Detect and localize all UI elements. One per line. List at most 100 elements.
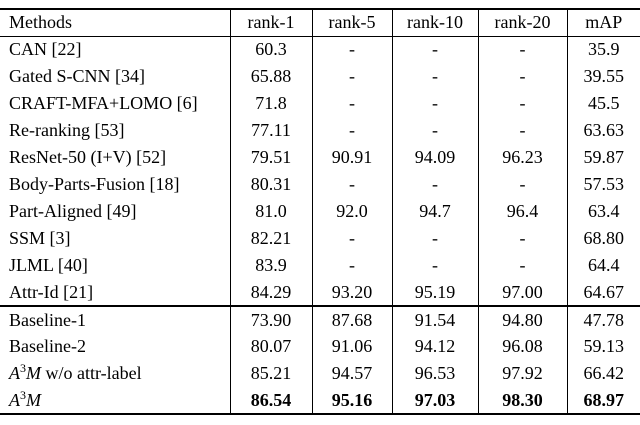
method-text-part: A	[9, 363, 20, 383]
value-cell: -	[477, 63, 567, 90]
table-row: Baseline-1 73.90 87.68 91.54 94.80 47.78	[0, 306, 640, 333]
method-text-part: w/o attr-label	[41, 363, 142, 383]
value-cell: 80.07	[229, 333, 312, 360]
value-cell: 64.67	[566, 279, 640, 306]
method-cell: Baseline-1	[9, 309, 86, 330]
column-header-rank-10: rank-10	[391, 9, 478, 36]
value-cell: 68.80	[566, 225, 640, 252]
value-cell: 97.00	[477, 279, 567, 306]
value-cell: 47.78	[566, 306, 640, 333]
method-cell: A3M	[0, 387, 230, 414]
value-cell: 97.92	[477, 360, 567, 387]
table-row: Attr-Id [21] 84.29 93.20 95.19 97.00 64.67	[0, 279, 640, 306]
method-cell: SSM [3]	[9, 228, 71, 248]
value-cell: 39.55	[566, 63, 640, 90]
table-row: Gated S-CNN [34] 65.88- - -39.55	[0, 63, 640, 90]
value-cell: -	[391, 225, 478, 252]
value-cell: -	[477, 117, 567, 144]
value-cell: 77.11	[229, 117, 312, 144]
method-cell: CAN [22]	[9, 39, 82, 60]
table-row: Body-Parts-Fusion [18] 80.31- - -57.53	[0, 171, 640, 198]
table-row: ResNet-50 (I+V) [52] 79.51 90.91 94.09 96.23…	[0, 144, 640, 171]
value-cell: -	[477, 90, 567, 117]
method-text-part: M	[26, 363, 41, 383]
method-text-part: M	[26, 389, 41, 410]
method-superscript: 3	[20, 387, 26, 402]
value-cell: 60.3	[229, 36, 312, 63]
value-cell: -	[311, 252, 392, 279]
value-cell: -	[311, 90, 392, 117]
value-cell: 85.21	[229, 360, 312, 387]
value-cell: 96.23	[477, 144, 567, 171]
table-row: CRAFT-MFA+LOMO [6] 71.8- - -45.5	[0, 90, 640, 117]
value-cell: 96.4	[477, 198, 567, 225]
method-text-part: A	[9, 389, 20, 410]
value-cell: 94.57	[311, 360, 392, 387]
value-cell: 64.4	[566, 252, 640, 279]
method-cell: Re-ranking [53]	[9, 120, 125, 140]
value-cell: 95.16	[311, 387, 392, 414]
table-row: SSM [3] 82.21- - -68.80	[0, 225, 640, 252]
value-cell: 94.09	[391, 144, 478, 171]
value-cell: 91.06	[311, 333, 392, 360]
value-cell: -	[391, 36, 478, 63]
method-cell: Attr-Id [21]	[9, 281, 94, 302]
value-cell: 86.54	[229, 387, 312, 414]
value-cell: -	[391, 63, 478, 90]
table-row: CAN [22] 60.3- - -35.9	[0, 36, 640, 63]
method-cell: Gated S-CNN [34]	[9, 66, 145, 86]
table-row: A3M w/o attr-label 85.21 94.57 96.53 97.92 66…	[0, 360, 640, 387]
value-cell: 35.9	[566, 36, 640, 63]
value-cell: 59.13	[566, 333, 640, 360]
results-table: Methods rank-1 rank-5 rank-10 rank-20 mAP CAN…	[0, 8, 640, 415]
value-cell: 94.7	[391, 198, 478, 225]
method-cell: A3M w/o attr-label	[0, 360, 230, 387]
paper-table-container: Methods rank-1 rank-5 rank-10 rank-20 mAP CAN…	[0, 8, 640, 415]
method-cell: JLML [40]	[9, 255, 88, 275]
value-cell: 71.8	[229, 90, 312, 117]
table-row: Baseline-2 80.07 91.06 94.12 96.08 59.13	[0, 333, 640, 360]
value-cell: 83.9	[229, 252, 312, 279]
table-row: A3M 86.54 95.16 97.03 98.30 68.97	[0, 387, 640, 414]
value-cell: -	[391, 171, 478, 198]
column-header-map: mAP	[566, 9, 640, 36]
method-cell: Body-Parts-Fusion [18]	[9, 174, 180, 194]
value-cell: 82.21	[229, 225, 312, 252]
value-cell: -	[391, 117, 478, 144]
value-cell: -	[477, 171, 567, 198]
value-cell: 63.63	[566, 117, 640, 144]
method-cell: Baseline-2	[9, 336, 86, 356]
value-cell: -	[311, 117, 392, 144]
value-cell: 90.91	[311, 144, 392, 171]
table-row: Re-ranking [53] 77.11- - -63.63	[0, 117, 640, 144]
value-cell: -	[311, 225, 392, 252]
value-cell: 81.0	[229, 198, 312, 225]
value-cell: 73.90	[229, 306, 312, 333]
section-baselines-and-proposed: Baseline-1 73.90 87.68 91.54 94.80 47.78 Basel…	[0, 306, 640, 414]
value-cell: -	[311, 171, 392, 198]
value-cell: 98.30	[477, 387, 567, 414]
value-cell: 79.51	[229, 144, 312, 171]
value-cell: 84.29	[229, 279, 312, 306]
table-header: Methods rank-1 rank-5 rank-10 rank-20 mAP	[0, 9, 640, 36]
value-cell: 59.87	[566, 144, 640, 171]
value-cell: -	[391, 90, 478, 117]
value-cell: 92.0	[311, 198, 392, 225]
column-header-methods: Methods	[9, 12, 72, 33]
value-cell: 94.80	[477, 306, 567, 333]
value-cell: 96.08	[477, 333, 567, 360]
value-cell: 65.88	[229, 63, 312, 90]
value-cell: 95.19	[391, 279, 478, 306]
column-header-rank-5: rank-5	[311, 9, 392, 36]
value-cell: 87.68	[311, 306, 392, 333]
value-cell: -	[311, 63, 392, 90]
column-header-rank-1: rank-1	[229, 9, 312, 36]
table-row: Part-Aligned [49] 81.0 92.0 94.7 96.4 63.4	[0, 198, 640, 225]
value-cell: 57.53	[566, 171, 640, 198]
method-superscript: 3	[20, 361, 26, 375]
value-cell: -	[477, 252, 567, 279]
value-cell: 66.42	[566, 360, 640, 387]
value-cell: 97.03	[391, 387, 478, 414]
section-published-methods: CAN [22] 60.3- - -35.9 Gated S-CNN [34] 65.88…	[0, 36, 640, 306]
method-cell: ResNet-50 (I+V) [52]	[9, 147, 167, 167]
